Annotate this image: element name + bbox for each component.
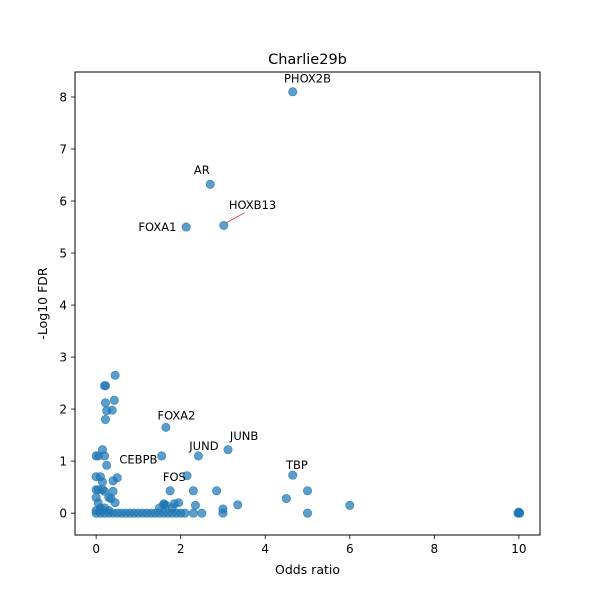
x-tick-label: 10: [511, 542, 526, 556]
data-point: [100, 415, 110, 425]
point-label-phox2b: PHOX2B: [284, 71, 331, 85]
annotation-leaders: [226, 212, 245, 223]
plot-area-frame: [74, 71, 541, 536]
data-point: [197, 508, 207, 518]
data-point: [97, 477, 107, 487]
data-point: [515, 508, 525, 518]
point-label-foxa1: FOXA1: [138, 220, 176, 234]
data-points: [91, 87, 525, 518]
data-point: [165, 486, 175, 496]
data-point: [302, 486, 312, 496]
x-tick-label: 2: [177, 542, 185, 556]
data-point: [157, 451, 167, 461]
y-tick-label: 1: [59, 454, 67, 468]
y-tick-label: 6: [59, 194, 67, 208]
chart-title: Charlie29b: [268, 52, 347, 68]
data-point: [212, 486, 222, 496]
annotation-leader-line: [226, 212, 245, 223]
y-tick-label: 7: [59, 142, 67, 156]
data-point: [102, 406, 112, 416]
data-point: [108, 476, 118, 486]
point-label-ar: AR: [194, 163, 210, 177]
data-point: [218, 508, 228, 518]
data-point: [288, 87, 298, 97]
data-point: [223, 445, 233, 455]
data-point: [100, 398, 110, 408]
x-axis-label: Odds ratio: [275, 562, 340, 577]
data-point: [110, 370, 120, 380]
x-tick-label: 0: [92, 542, 100, 556]
annotation-labels: PHOX2B AR HOXB13 FOXA1 FOXA2 JUNB JUND CEBPB TBP…: [119, 71, 331, 483]
point-label-fos: FOS: [163, 470, 186, 484]
data-point: [193, 451, 203, 461]
x-tick-label: 6: [346, 542, 354, 556]
data-point: [219, 220, 229, 230]
y-axis-label: -Log10 FDR: [35, 267, 50, 340]
point-label-foxa2: FOXA2: [157, 409, 195, 423]
data-point: [100, 381, 110, 391]
x-tick-label: 4: [261, 542, 269, 556]
data-point: [180, 508, 190, 518]
data-point: [161, 422, 171, 432]
point-label-junb: JUNB: [229, 429, 258, 443]
point-label-jund: JUND: [188, 439, 218, 453]
data-point: [345, 500, 355, 510]
data-point: [205, 179, 215, 189]
data-point: [281, 494, 291, 504]
y-tick-label: 5: [59, 246, 67, 260]
data-point: [109, 395, 119, 405]
data-point: [302, 508, 312, 518]
data-point: [110, 498, 120, 508]
y-tick-label: 4: [59, 298, 67, 312]
y-tick-label: 8: [59, 90, 67, 104]
data-point: [181, 222, 191, 232]
data-point: [182, 471, 192, 481]
point-label-tbp: TBP: [285, 458, 308, 472]
data-point: [233, 500, 243, 510]
data-point: [188, 486, 198, 496]
y-tick-label: 0: [59, 506, 67, 520]
data-point: [102, 460, 112, 470]
y-tick-label: 2: [59, 402, 67, 416]
y-tick-label: 3: [59, 350, 67, 364]
point-label-cebpb: CEBPB: [119, 453, 157, 467]
data-point: [288, 470, 298, 480]
axis-ticks: 0 2 4 6 8 10 0 1 2 3 4 5 6 7 8: [59, 90, 526, 556]
point-label-hoxb13: HOXB13: [229, 198, 276, 212]
data-point: [100, 451, 110, 461]
data-point: [190, 500, 200, 510]
x-tick-label: 8: [430, 542, 438, 556]
data-point: [188, 508, 198, 518]
